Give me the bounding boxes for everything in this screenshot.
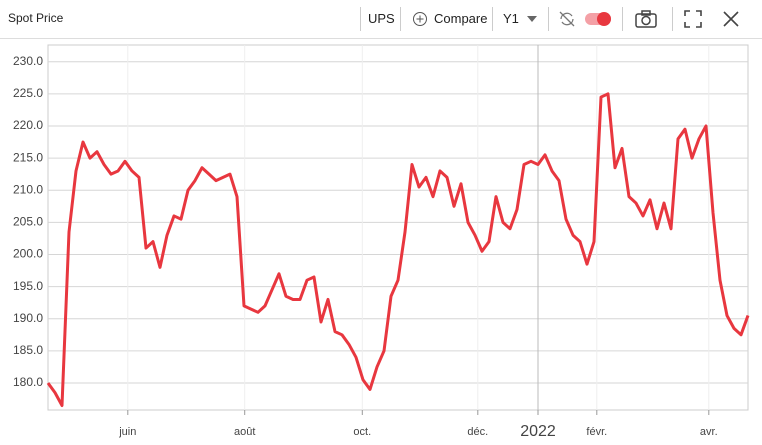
separator <box>360 7 361 31</box>
dropdown-arrow[interactable] <box>526 14 538 24</box>
compare-button[interactable]: Compare <box>434 11 488 26</box>
separator <box>400 7 401 31</box>
widget-title: Spot Price <box>8 11 64 25</box>
y-tick-label: 205.0 <box>13 215 43 229</box>
y-tick-label: 215.0 <box>13 150 43 164</box>
x-tick-label: août <box>234 426 255 438</box>
x-tick-label: oct. <box>353 426 371 438</box>
camera-icon[interactable] <box>634 9 658 29</box>
separator <box>622 7 623 31</box>
ticker-button[interactable]: UPS <box>368 11 395 26</box>
separator <box>672 7 673 31</box>
x-tick-label: 2022 <box>520 423 556 440</box>
y-tick-label: 220.0 <box>13 118 43 132</box>
separator <box>548 7 549 31</box>
x-tick-label: févr. <box>586 426 607 438</box>
y-tick-label: 190.0 <box>13 311 43 325</box>
separator <box>492 7 493 31</box>
period-select[interactable]: Y1 <box>503 11 519 26</box>
x-tick-label: juin <box>118 426 136 438</box>
y-tick-label: 210.0 <box>13 182 43 196</box>
compare-icon[interactable] <box>412 11 428 27</box>
close-icon[interactable] <box>722 10 740 28</box>
price-line <box>46 92 750 408</box>
y-tick-label: 200.0 <box>13 247 43 261</box>
y-tick-label: 180.0 <box>13 375 43 389</box>
plot-frame <box>47 44 749 411</box>
toolbar: Spot Price UPS Compare Y1 <box>0 0 762 39</box>
y-tick-label: 230.0 <box>13 54 43 68</box>
x-tick-label: déc. <box>467 426 488 438</box>
toggle[interactable] <box>584 10 614 28</box>
y-tick-label: 225.0 <box>13 86 43 100</box>
y-tick-label: 195.0 <box>13 279 43 293</box>
x-tick-label: avr. <box>700 426 718 438</box>
sync-icon[interactable] <box>558 10 576 28</box>
fullscreen-icon[interactable] <box>684 10 702 28</box>
y-tick-label: 185.0 <box>13 343 43 357</box>
